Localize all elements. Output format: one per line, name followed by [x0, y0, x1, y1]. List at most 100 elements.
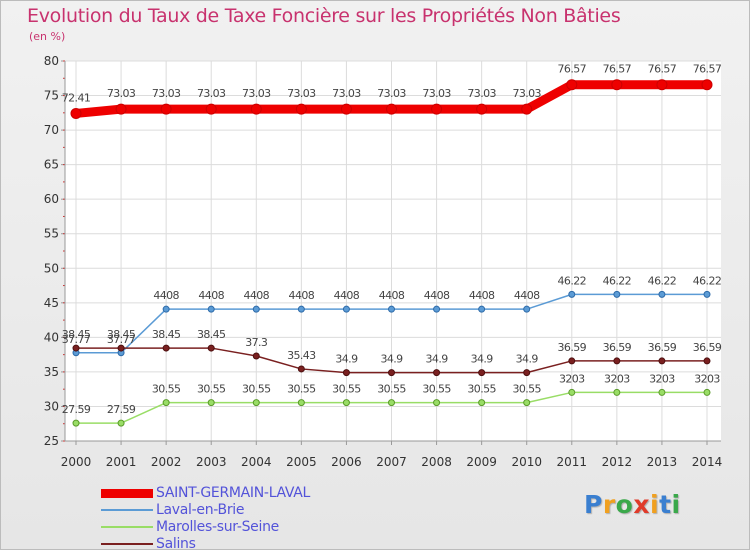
y-tick-label: 25: [44, 434, 59, 448]
data-label: 76.57: [603, 63, 632, 76]
data-point: [162, 344, 170, 352]
data-point: [613, 357, 621, 365]
data-point: [252, 399, 260, 407]
y-tick-label: 30: [44, 399, 59, 413]
data-point: [295, 103, 307, 115]
x-tick-label: 2005: [286, 455, 317, 469]
x-tick-label: 2014: [692, 455, 723, 469]
data-label: 3203: [604, 372, 630, 385]
data-point: [523, 305, 531, 313]
data-point: [476, 103, 488, 115]
data-point: [703, 290, 711, 298]
data-label: 3203: [694, 372, 720, 385]
data-label: 73.03: [152, 87, 181, 100]
data-point: [72, 419, 80, 427]
data-point: [162, 305, 170, 313]
data-label: 38.45: [62, 328, 91, 341]
data-label: 76.57: [693, 63, 722, 76]
data-point: [207, 344, 215, 352]
data-label: 37.77: [62, 333, 91, 346]
y-tick-label: 60: [44, 192, 59, 206]
data-point: [523, 369, 531, 377]
data-point: [70, 107, 82, 119]
data-label: 30.55: [422, 383, 451, 396]
data-label: 34.9: [380, 353, 403, 366]
data-label: 30.55: [377, 383, 406, 396]
data-point: [117, 344, 125, 352]
data-label: 30.55: [197, 383, 226, 396]
data-label: 76.57: [648, 63, 677, 76]
data-label: 3203: [649, 372, 675, 385]
data-point: [388, 399, 395, 407]
data-point: [342, 305, 350, 313]
data-point: [160, 103, 172, 115]
data-point: [117, 419, 125, 427]
data-label: 30.55: [512, 383, 541, 396]
data-label: 30.55: [242, 383, 271, 396]
data-point: [658, 290, 666, 298]
data-label: 30.55: [287, 383, 316, 396]
data-label: 72.41: [62, 91, 91, 104]
data-point: [433, 369, 441, 377]
data-label: 73.03: [512, 87, 541, 100]
unit-label: (en %): [29, 30, 66, 43]
data-point: [568, 357, 576, 365]
plot-area: [65, 61, 721, 441]
data-label: 30.55: [467, 383, 496, 396]
data-label: 4408: [424, 289, 450, 302]
legend-swatch: [101, 509, 153, 511]
data-point: [297, 399, 305, 407]
data-point: [207, 305, 215, 313]
data-point: [568, 388, 576, 396]
y-tick-label: 80: [44, 54, 59, 68]
y-tick-label: 35: [44, 365, 59, 379]
x-tick-label: 2000: [61, 455, 92, 469]
data-label: 38.45: [152, 328, 181, 341]
data-point: [658, 388, 666, 396]
data-label: 34.9: [426, 353, 449, 366]
legend-swatch: [101, 488, 153, 498]
data-point: [478, 399, 486, 407]
data-point: [342, 399, 350, 407]
data-label: 36.59: [648, 341, 677, 354]
data-label: 4408: [198, 289, 224, 302]
data-point: [478, 369, 486, 377]
y-tick-label: 55: [44, 227, 59, 241]
data-point: [252, 352, 260, 360]
data-point: [658, 357, 666, 365]
data-label: 46.22: [603, 274, 632, 287]
data-label: 27.59: [62, 403, 91, 416]
data-label: 38.45: [107, 328, 136, 341]
data-point: [703, 357, 711, 365]
x-tick-label: 2004: [241, 455, 272, 469]
data-point: [205, 103, 217, 115]
legend-label: SAINT-GERMAIN-LAVAL: [156, 485, 311, 501]
data-point: [611, 79, 623, 91]
x-tick-label: 2013: [647, 455, 678, 469]
data-label: 38.45: [197, 328, 226, 341]
data-point: [297, 365, 305, 373]
data-label: 30.55: [332, 383, 361, 396]
data-label: 73.03: [332, 87, 361, 100]
data-label: 3203: [559, 372, 585, 385]
x-tick-label: 2010: [511, 455, 542, 469]
data-label: 73.03: [287, 87, 316, 100]
data-label: 76.57: [558, 63, 587, 76]
y-tick-label: 75: [44, 89, 59, 103]
data-label: 73.03: [197, 87, 226, 100]
chart-title: Evolution du Taux de Taxe Foncière sur l…: [27, 5, 621, 27]
data-label: 34.9: [471, 353, 494, 366]
data-label: 37.3: [245, 336, 268, 349]
data-point: [340, 103, 352, 115]
data-label: 4408: [469, 289, 495, 302]
data-point: [566, 79, 578, 91]
data-point: [252, 305, 260, 313]
data-label: 27.59: [107, 403, 136, 416]
data-label: 73.03: [422, 87, 451, 100]
data-point: [386, 103, 397, 115]
data-point: [613, 388, 621, 396]
data-point: [207, 399, 215, 407]
data-label: 36.59: [558, 341, 587, 354]
data-point: [115, 103, 127, 115]
